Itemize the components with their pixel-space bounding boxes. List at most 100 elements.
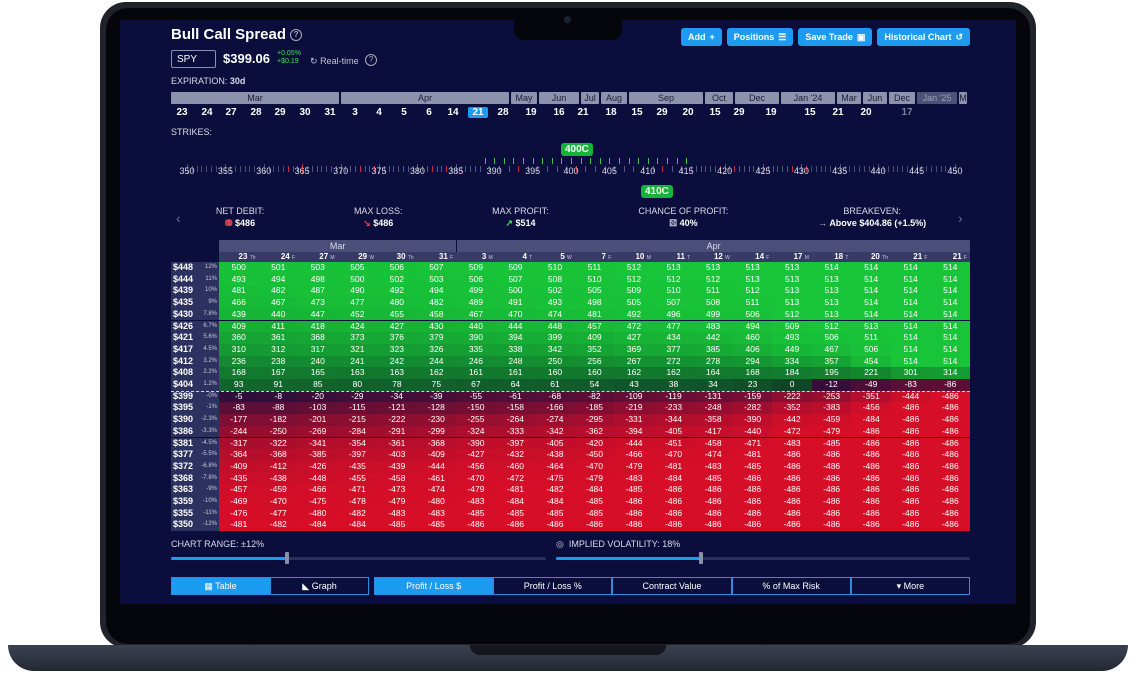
pl-cell[interactable]: -486 [772,449,812,461]
expiration-day[interactable]: 24 [201,107,213,118]
pl-cell[interactable]: -480 [416,496,457,508]
metric-tab[interactable]: Profit / Loss $ [374,577,494,595]
pl-cell[interactable]: 467 [258,297,299,309]
pl-cell[interactable]: -486 [772,519,812,532]
pl-cell[interactable]: -482 [535,484,575,496]
pl-cell[interactable]: 490 [337,285,378,298]
pl-cell[interactable]: 498 [298,273,338,286]
pl-cell[interactable]: -486 [930,472,970,485]
pl-cell[interactable]: -486 [772,472,812,485]
pl-cell[interactable]: 510 [574,273,615,286]
pl-cell[interactable]: -222 [772,390,812,403]
pl-cell[interactable]: -34 [377,390,417,403]
pl-cell[interactable]: 34 [693,379,733,391]
iv-slider[interactable] [556,552,970,564]
pl-cell[interactable]: 163 [337,367,378,379]
pl-cell[interactable]: -451 [653,437,694,450]
pl-cell[interactable]: -485 [732,460,773,473]
pl-cell[interactable]: 514 [890,273,931,286]
expiration-day[interactable]: 27 [225,107,237,118]
pl-cell[interactable]: 502 [377,273,417,286]
pl-cell[interactable]: -86 [930,379,970,391]
pl-cell[interactable]: -109 [614,390,654,403]
pl-cell[interactable]: 499 [693,308,733,321]
pl-cell[interactable]: 514 [851,262,891,274]
pl-cell[interactable]: 78 [377,379,417,391]
pl-cell[interactable]: 505 [337,262,378,274]
pl-cell[interactable]: 514 [851,285,891,298]
pl-cell[interactable]: 38 [653,379,694,391]
pl-cell[interactable]: 409 [574,332,615,344]
pl-cell[interactable]: -222 [377,414,417,426]
pl-cell[interactable]: 501 [258,262,299,274]
metric-tab[interactable]: Contract Value [612,577,732,595]
pl-cell[interactable]: -461 [416,472,457,485]
pl-cell[interactable]: 514 [930,297,970,309]
pl-cell[interactable]: 513 [772,273,812,286]
pl-cell[interactable]: -8 [258,390,299,403]
pl-cell[interactable]: 61 [535,379,575,391]
pl-cell[interactable]: 506 [377,262,417,274]
pl-cell[interactable]: -484 [574,484,615,496]
pl-cell[interactable]: -483 [377,507,417,520]
pl-cell[interactable]: -368 [258,449,299,461]
pl-cell[interactable]: 246 [456,355,496,368]
pl-cell[interactable]: -486 [930,437,970,450]
pl-cell[interactable]: 514 [930,355,970,368]
pl-cell[interactable]: -484 [535,496,575,508]
pl-cell[interactable]: 514 [890,355,931,368]
pl-cell[interactable]: -486 [890,449,931,461]
pl-cell[interactable]: -159 [732,390,773,403]
pl-cell[interactable]: 514 [890,262,931,274]
pl-cell[interactable]: 394 [495,332,536,344]
pl-cell[interactable]: -233 [653,402,694,415]
pl-cell[interactable]: 323 [377,343,417,356]
pl-cell[interactable]: 493 [535,297,575,309]
pl-cell[interactable]: -448 [298,472,338,485]
pl-cell[interactable]: -397 [337,449,378,461]
pl-cell[interactable]: -438 [258,472,299,485]
pl-cell[interactable]: -486 [890,519,931,532]
strike-label[interactable]: 430 [793,166,809,176]
pl-cell[interactable]: -432 [495,449,536,461]
pl-cell[interactable]: 294 [732,355,773,368]
pl-cell[interactable]: 494 [258,273,299,286]
pl-cell[interactable]: -486 [851,496,891,508]
pl-cell[interactable]: 514 [930,262,970,274]
expiration-day[interactable]: 15 [804,107,816,118]
pl-cell[interactable]: -342 [535,425,575,438]
pl-cell[interactable]: 493 [772,332,812,344]
pl-cell[interactable]: -486 [890,460,931,473]
pl-cell[interactable]: -471 [337,484,378,496]
pl-cell[interactable]: -474 [416,484,457,496]
pl-cell[interactable]: 54 [574,379,615,391]
pl-cell[interactable]: 457 [574,320,615,333]
pl-cell[interactable]: 163 [377,367,417,379]
strike-label[interactable]: 450 [947,166,963,176]
pl-cell[interactable]: 250 [535,355,575,368]
pl-cell[interactable]: 514 [930,320,970,333]
pl-cell[interactable]: -324 [456,425,496,438]
pl-cell[interactable]: 514 [890,297,931,309]
pl-cell[interactable]: -486 [851,507,891,520]
strike-label[interactable]: 420 [717,166,733,176]
pl-cell[interactable]: 317 [298,343,338,356]
pl-cell[interactable]: 472 [614,320,654,333]
pl-cell[interactable]: -486 [930,484,970,496]
pl-cell[interactable]: -486 [930,449,970,461]
pl-cell[interactable]: 385 [693,343,733,356]
pl-cell[interactable]: 162 [653,367,694,379]
pl-cell[interactable]: 368 [298,332,338,344]
pl-cell[interactable]: -253 [811,390,852,403]
pl-cell[interactable]: -486 [930,402,970,415]
pl-cell[interactable]: -201 [298,414,338,426]
expiration-day[interactable]: 30 [299,107,311,118]
strike-label[interactable]: 365 [294,166,310,176]
pl-cell[interactable]: -485 [416,519,457,532]
pl-cell[interactable]: -458 [693,437,733,450]
pl-cell[interactable]: 427 [614,332,654,344]
month-tab[interactable]: Mar [837,92,861,104]
pl-cell[interactable]: -482 [337,507,378,520]
pl-cell[interactable]: 514 [811,262,852,274]
pl-cell[interactable]: -486 [772,507,812,520]
